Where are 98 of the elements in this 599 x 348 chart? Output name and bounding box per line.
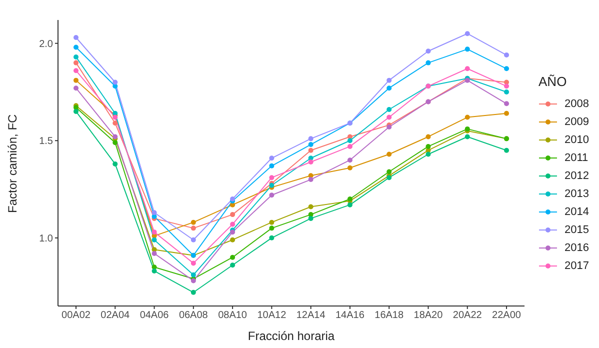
legend-label: 2012 (564, 170, 589, 182)
x-tick-label: 04A06 (140, 310, 170, 322)
point (504, 148, 510, 153)
point (230, 212, 236, 218)
point (386, 169, 392, 174)
x-tick-label: 02A04 (100, 310, 130, 322)
legend-label: 2011 (564, 152, 588, 164)
point (464, 46, 470, 52)
point (504, 66, 510, 72)
point (112, 120, 118, 126)
x-axis-title: Fracción horaria (248, 329, 335, 343)
point (74, 68, 78, 74)
point (269, 235, 274, 240)
point (308, 204, 314, 210)
point (269, 175, 274, 180)
point (347, 165, 352, 170)
point (308, 136, 314, 142)
y-tick-label: 2.0 (39, 38, 54, 50)
y-axis-title: Factor camión, FC (5, 114, 20, 213)
point (152, 237, 157, 242)
point (504, 110, 510, 116)
point (190, 237, 196, 242)
point (386, 152, 392, 157)
point (269, 192, 274, 198)
point (152, 210, 157, 216)
x-tick-label: 12A14 (296, 310, 326, 322)
point (74, 78, 78, 83)
x-tick-label: 10A12 (257, 310, 287, 322)
point (74, 60, 78, 66)
point (74, 35, 78, 40)
point (269, 156, 274, 161)
y-tick-label: 1.0 (39, 233, 54, 244)
point (504, 52, 510, 58)
point (112, 80, 118, 85)
point (308, 160, 314, 165)
point (230, 222, 236, 227)
point (386, 86, 392, 91)
legend-title: AÑO (538, 74, 568, 88)
x-tick-label: 22A00 (492, 310, 522, 322)
point (190, 220, 196, 225)
point (426, 144, 431, 149)
point (426, 48, 431, 54)
x-tick-label: 18A20 (414, 310, 444, 322)
x-tick-label: 14A16 (336, 310, 365, 322)
point (426, 60, 431, 66)
point (74, 86, 78, 91)
point (386, 106, 392, 112)
legend-label: 2015 (564, 224, 589, 236)
point (74, 108, 78, 114)
legend-label: 2008 (564, 98, 589, 110)
point (112, 161, 118, 166)
point (230, 262, 236, 268)
point (347, 202, 352, 208)
point (190, 260, 196, 266)
point (347, 144, 352, 149)
point (464, 114, 470, 120)
point (504, 84, 510, 89)
point (152, 230, 157, 235)
point (464, 31, 470, 36)
point (464, 134, 470, 140)
point (504, 89, 510, 94)
x-tick-label: 08A10 (218, 310, 248, 322)
point (230, 237, 236, 242)
point (269, 163, 274, 168)
point (308, 216, 314, 221)
x-tick-label: 00A02 (62, 310, 91, 322)
point (464, 66, 470, 72)
point (308, 148, 314, 153)
legend-label: 2016 (564, 242, 589, 254)
point (347, 158, 352, 163)
y-tick-label: 1.5 (39, 136, 54, 148)
point (308, 142, 314, 148)
point (426, 134, 431, 140)
legend-label: 2013 (564, 188, 589, 200)
x-tick-label: 20A22 (452, 310, 482, 322)
legend-label: 2009 (564, 116, 589, 128)
legend-label: 2017 (564, 260, 589, 272)
point (269, 220, 274, 225)
point (74, 44, 78, 50)
point (308, 177, 314, 182)
point (504, 101, 510, 106)
point (152, 268, 157, 274)
x-tick-label: 16A18 (374, 310, 404, 322)
point (152, 250, 157, 256)
legend-label: 2010 (564, 134, 589, 146)
legend-label: 2014 (564, 206, 589, 218)
x-tick-label: 06A08 (178, 310, 208, 322)
point (386, 78, 392, 83)
point (386, 114, 392, 120)
point (230, 254, 236, 260)
point (190, 226, 196, 231)
point (74, 54, 78, 60)
point (347, 138, 352, 144)
point (269, 226, 274, 231)
point (426, 152, 431, 157)
point (190, 290, 196, 295)
point (112, 140, 118, 146)
point (190, 272, 196, 278)
